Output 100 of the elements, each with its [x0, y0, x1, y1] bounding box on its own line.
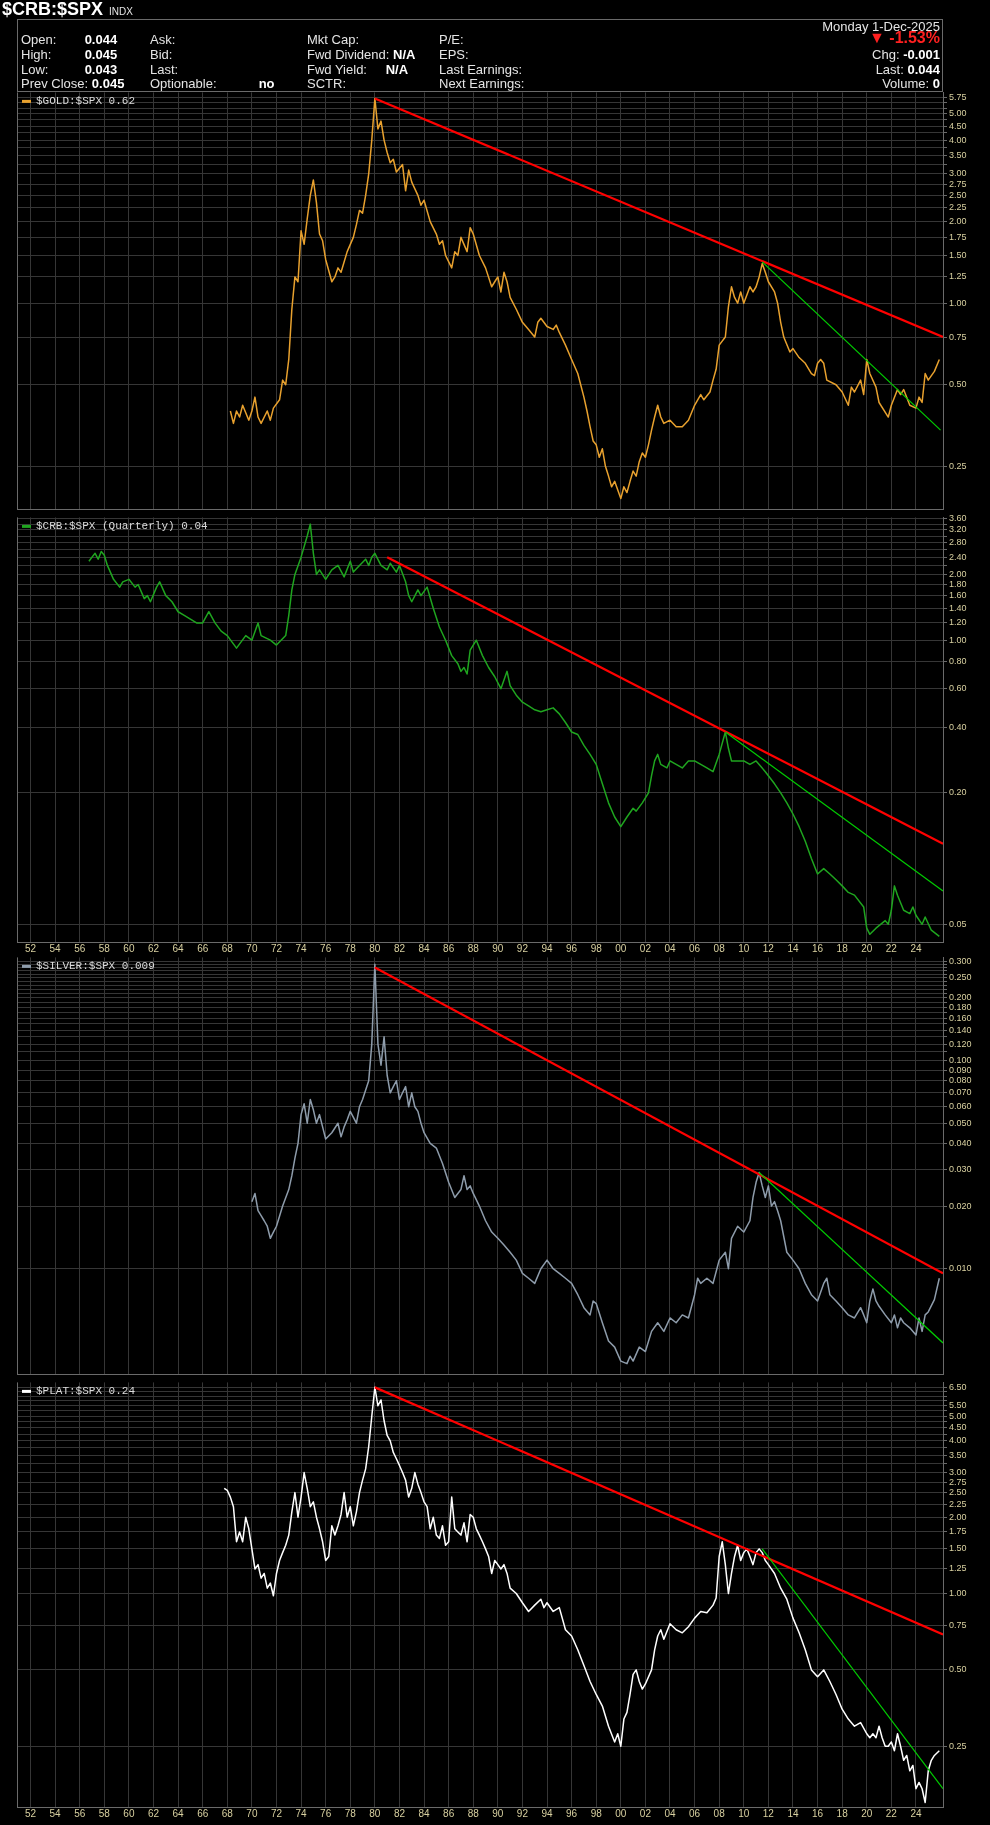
text: P/E: — [439, 32, 464, 47]
x-tick-label: 64 — [172, 942, 185, 954]
y-tick-label: 3.50 — [949, 150, 967, 161]
x-tick-label: 62 — [147, 942, 160, 954]
x-tick-label: 90 — [492, 1807, 504, 1819]
x-tick-label: 00 — [615, 1807, 627, 1819]
y-tick-label: 2.80 — [949, 537, 967, 548]
y-tick-label: 3.20 — [949, 524, 967, 535]
y-tick-label: 2.25 — [949, 1498, 967, 1509]
y-tick-label: 0.80 — [949, 655, 967, 666]
x-tick-label: 98 — [590, 942, 603, 954]
y-tick-label: 0.50 — [949, 379, 967, 390]
y-tick-label: 0.25 — [949, 460, 967, 471]
y-tick-label: 1.75 — [949, 1526, 967, 1537]
y-tick-label: 0.160 — [949, 1012, 972, 1023]
x-tick-label: 80 — [369, 942, 381, 954]
y-tick-label: 0.60 — [949, 683, 967, 694]
y-tick-label: 0.100 — [949, 1055, 972, 1066]
x-tick-label: 76 — [320, 942, 332, 954]
x-tick-label: 20 — [861, 942, 873, 954]
x-tick-label: 68 — [221, 942, 234, 954]
x-tick-label: 68 — [221, 1807, 234, 1819]
text: Bid: — [150, 47, 174, 62]
y-tick-label: 1.75 — [949, 231, 967, 242]
x-tick-label: 96 — [566, 1807, 578, 1819]
x-tick-label: 12 — [762, 942, 775, 954]
legend-label: $CRB:$SPX (Quarterly) 0.04 — [36, 520, 209, 533]
x-tick-label: 18 — [836, 1807, 849, 1819]
x-tick-label: 96 — [566, 942, 578, 954]
y-tick-label: 1.20 — [949, 617, 967, 628]
y-tick-label: 0.180 — [949, 1001, 972, 1012]
y-tick-label: 2.75 — [949, 178, 967, 189]
y-tick-label: 4.00 — [949, 134, 967, 145]
text: Fwd Dividend: N/A — [307, 47, 416, 62]
x-tick-label: 72 — [270, 942, 283, 954]
text: Low: 0.043 — [21, 62, 118, 77]
y-tick-label: 0.75 — [949, 1619, 967, 1630]
y-tick-label: 0.250 — [949, 972, 972, 983]
text: Open: 0.044 — [21, 32, 118, 47]
x-tick-label: 92 — [516, 1807, 529, 1819]
legend-label: $SILVER:$SPX 0.009 — [36, 960, 155, 973]
y-tick-label: 1.50 — [949, 1543, 967, 1554]
x-tick-label: 18 — [836, 942, 849, 954]
y-tick-label: 2.50 — [949, 1487, 967, 1498]
y-tick-label: 3.00 — [949, 168, 967, 179]
x-tick-label: 54 — [49, 1807, 62, 1819]
y-tick-label: 2.25 — [949, 202, 967, 213]
y-tick-label: 0.050 — [949, 1117, 972, 1128]
x-tick-label: 14 — [787, 942, 799, 954]
x-tick-label: 74 — [295, 942, 308, 954]
text: EPS: — [439, 47, 469, 62]
text: SCTR: — [307, 76, 347, 91]
y-tick-label: 2.00 — [949, 568, 967, 579]
y-tick-label: 0.20 — [949, 787, 967, 798]
x-tick-label: 16 — [812, 942, 824, 954]
x-tick-label: 66 — [197, 942, 209, 954]
y-tick-label: 6.50 — [949, 1381, 967, 1392]
text: Mkt Cap: — [307, 32, 360, 47]
text: Ask: — [150, 32, 177, 47]
x-tick-label: 58 — [98, 1807, 111, 1819]
text: INDX — [109, 6, 133, 17]
x-tick-label: 14 — [787, 1807, 799, 1819]
y-tick-label: 5.00 — [949, 1410, 967, 1421]
y-tick-label: 2.00 — [949, 216, 967, 227]
y-tick-label: 0.060 — [949, 1101, 972, 1112]
y-tick-label: 1.25 — [949, 271, 967, 282]
x-tick-label: 52 — [24, 1807, 37, 1819]
x-tick-label: 24 — [910, 1807, 922, 1819]
x-tick-label: 86 — [443, 942, 455, 954]
x-tick-label: 80 — [369, 1807, 381, 1819]
x-tick-label: 24 — [910, 942, 922, 954]
y-tick-label: 3.00 — [949, 1467, 967, 1478]
x-tick-label: 78 — [344, 1807, 357, 1819]
x-tick-label: 84 — [418, 1807, 431, 1819]
x-tick-label: 88 — [467, 1807, 480, 1819]
y-tick-label: 0.040 — [949, 1137, 972, 1148]
y-tick-label: 3.50 — [949, 1450, 967, 1461]
y-tick-label: 0.200 — [949, 992, 972, 1003]
x-tick-label: 94 — [541, 942, 554, 954]
x-tick-label: 22 — [885, 942, 898, 954]
x-tick-label: 56 — [74, 942, 86, 954]
text: Next Earnings: — [439, 76, 525, 91]
y-tick-label: 1.50 — [949, 249, 967, 260]
y-tick-label: 3.60 — [949, 513, 967, 524]
text: Optionable: no — [150, 76, 275, 91]
y-tick-label: 4.50 — [949, 1422, 967, 1433]
x-tick-label: 90 — [492, 942, 504, 954]
text: $CRB:$SPX — [2, 0, 104, 19]
x-tick-label: 94 — [541, 1807, 554, 1819]
x-tick-label: 02 — [639, 1807, 652, 1819]
y-tick-label: 5.75 — [949, 91, 967, 102]
x-tick-label: 00 — [615, 942, 627, 954]
x-tick-label: 88 — [467, 942, 480, 954]
y-tick-label: 0.070 — [949, 1087, 972, 1098]
x-tick-label: 12 — [762, 1807, 775, 1819]
y-tick-label: 1.25 — [949, 1563, 967, 1574]
y-tick-label: 2.50 — [949, 189, 967, 200]
x-tick-label: 06 — [689, 1807, 701, 1819]
y-tick-label: 1.60 — [949, 590, 967, 601]
text: Prev Close: 0.045 — [21, 76, 125, 91]
